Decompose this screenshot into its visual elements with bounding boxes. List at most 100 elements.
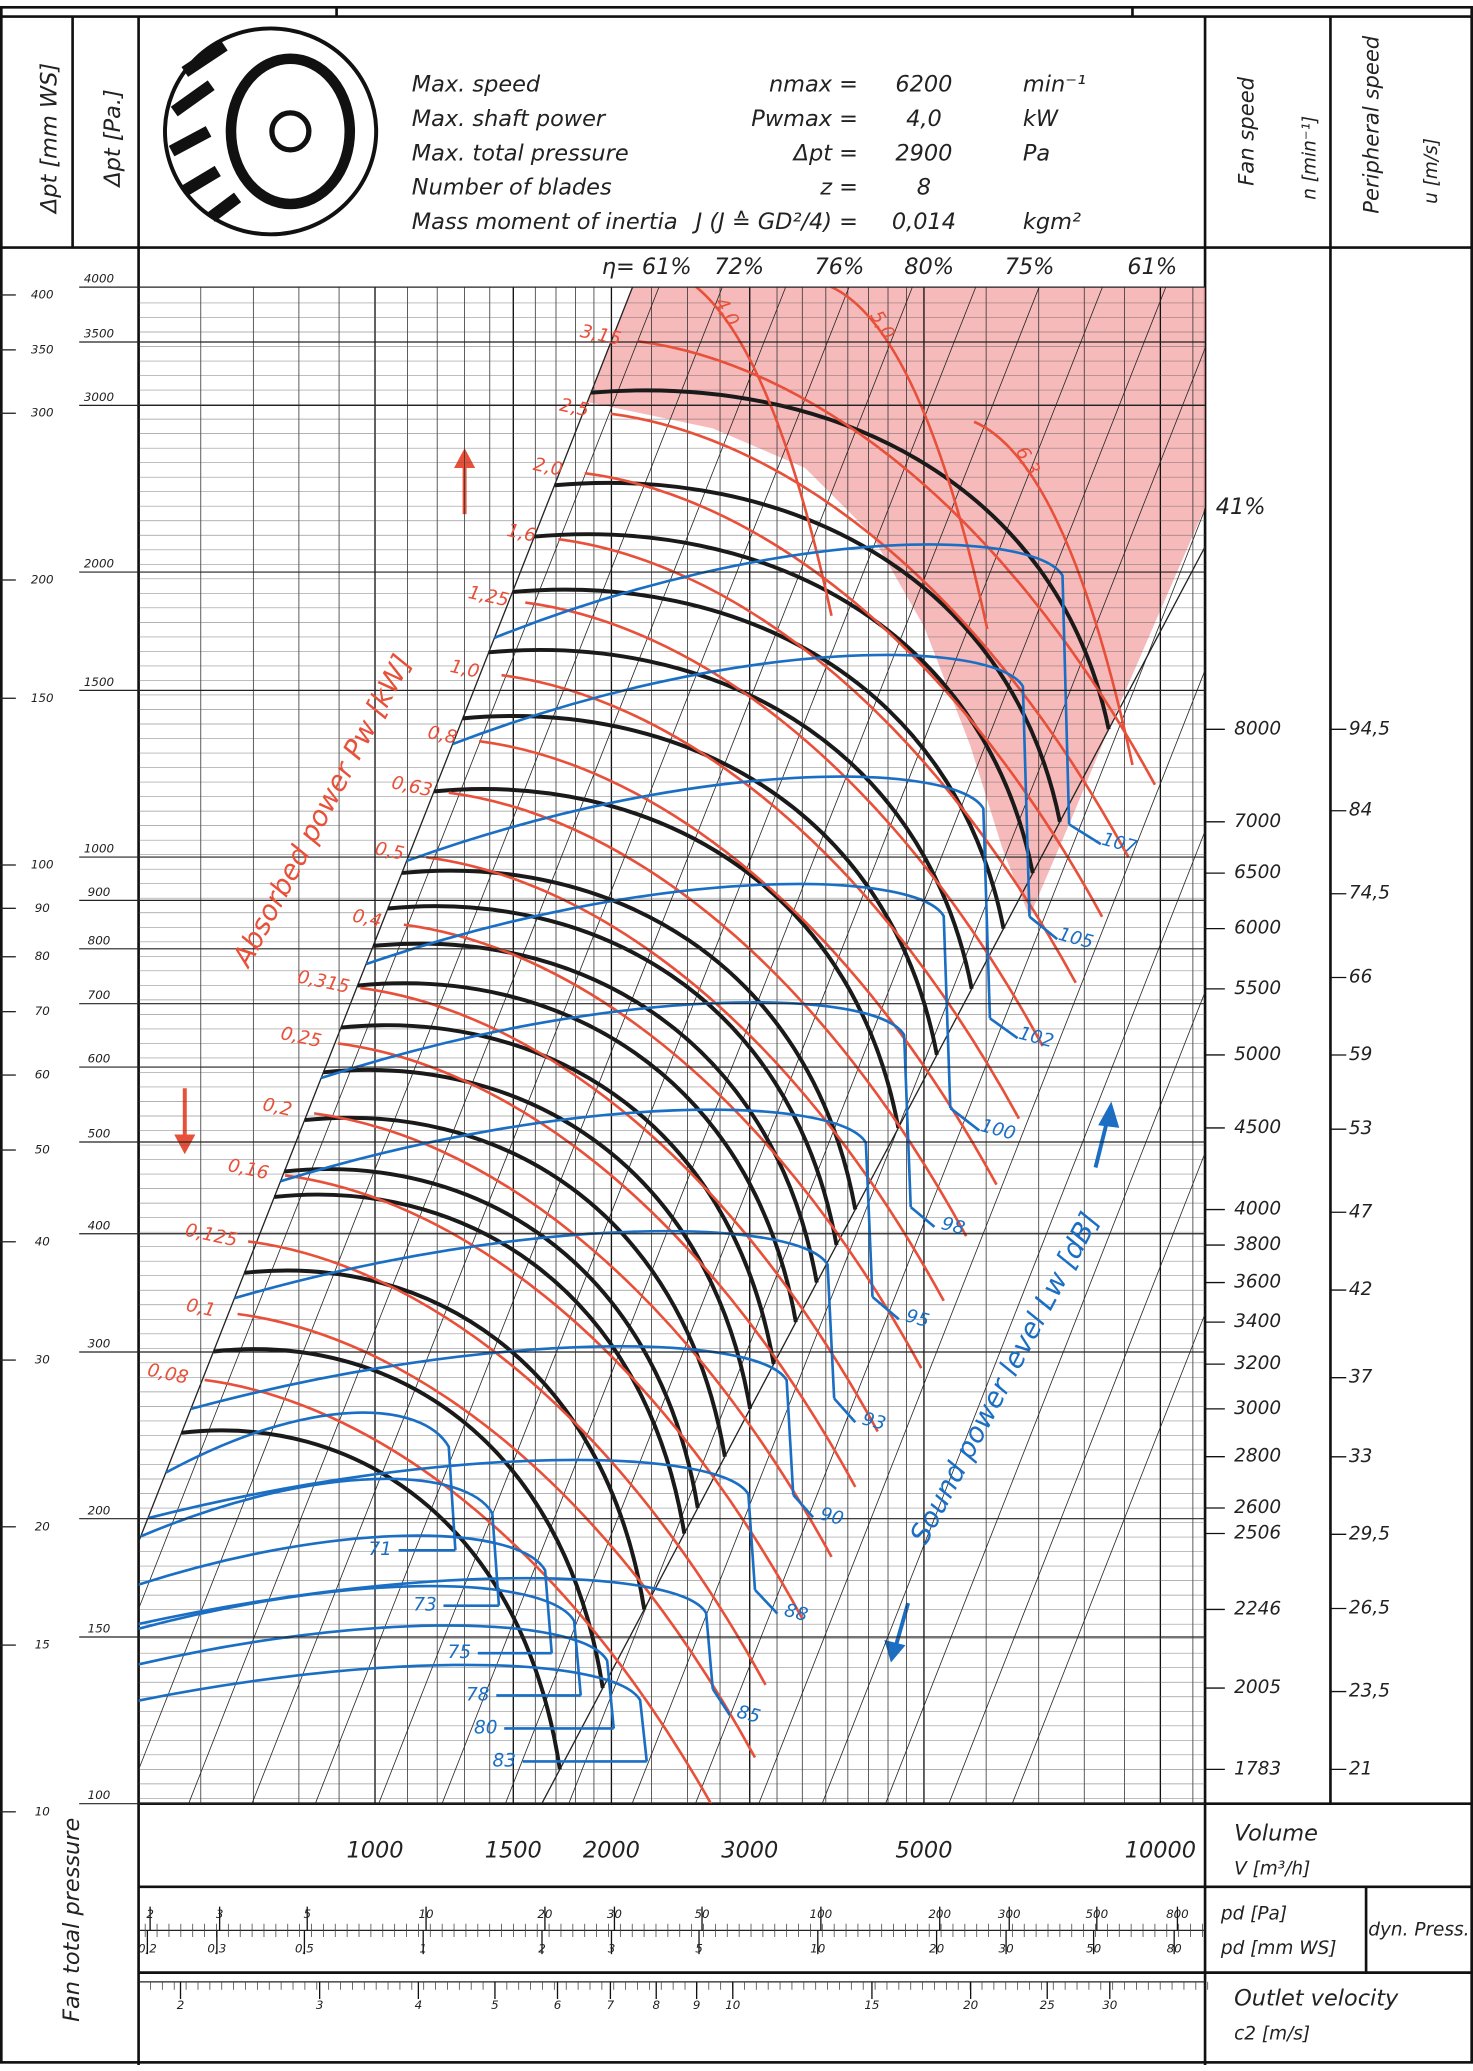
peripheral-label: Peripheral speed xyxy=(1359,35,1384,214)
spec-unit: kgm² xyxy=(1023,209,1081,235)
scale-tick-label: 2 xyxy=(177,1998,185,2012)
peripheral-unit: u [m/s] xyxy=(1421,138,1442,204)
sound-leader xyxy=(949,1107,981,1132)
power-curve xyxy=(284,1174,804,1620)
fan-speed-curve xyxy=(401,868,858,1210)
scale-tick-label: 0,2 xyxy=(138,1941,157,1955)
scale-tick-label: 4 xyxy=(415,1998,423,2012)
y-axis-label: Δpt [Pa.] xyxy=(100,89,126,188)
scale-tick-label: 30 xyxy=(1102,1998,1117,2012)
peripheral-tick-label: 21 xyxy=(1349,1758,1373,1779)
power-curve xyxy=(247,1240,767,1686)
y-tick-label: 800 xyxy=(88,933,111,947)
speed-tick-label: 2246 xyxy=(1234,1598,1281,1619)
efficiency-label: 61% xyxy=(1127,254,1177,280)
y-tick-label: 100 xyxy=(88,1788,111,1802)
peripheral-tick-label: 29,5 xyxy=(1349,1523,1390,1544)
scale-tick-label: 100 xyxy=(810,1907,833,1921)
sound-curve xyxy=(147,1458,757,1590)
power-curve xyxy=(694,287,833,617)
power-curve xyxy=(610,412,1130,858)
pd-mm-label: pd [mm WS] xyxy=(1220,1938,1337,1959)
scale-tick-label: 2 xyxy=(146,1907,154,1921)
x-tick-label: 1000 xyxy=(346,1838,403,1864)
sound-curve xyxy=(493,543,1071,825)
speed-tick-label: 3400 xyxy=(1234,1311,1281,1332)
y-tick-label: 500 xyxy=(88,1127,111,1141)
scale-tick-label: 300 xyxy=(998,1907,1021,1921)
spec-symbol: Δpt = xyxy=(792,140,858,166)
power-curve xyxy=(478,739,998,1186)
power-curve xyxy=(973,420,1134,766)
y-tick-label: 2000 xyxy=(84,557,114,571)
sound-curve xyxy=(234,1229,836,1399)
scale-tick-label: 8 xyxy=(652,1998,660,2012)
peripheral-tick-label: 26,5 xyxy=(1349,1598,1390,1619)
system-line xyxy=(758,669,1206,1804)
spec-symbol: nmax = xyxy=(769,72,858,98)
sound-label: 80 xyxy=(474,1717,498,1738)
system-line xyxy=(885,990,1206,1804)
system-line xyxy=(631,347,1206,1804)
sound-curve xyxy=(320,1001,913,1208)
speed-tick-label: 5500 xyxy=(1234,978,1281,999)
x-tick-label: 1500 xyxy=(485,1838,542,1864)
y-tick-label: 600 xyxy=(88,1052,111,1066)
fan-speed-curve xyxy=(512,587,1006,929)
y-tick-label: 3500 xyxy=(84,327,114,341)
scale-tick-label: 80 xyxy=(1167,1941,1182,1955)
system-line xyxy=(441,287,1040,1804)
spec-value: 2900 xyxy=(895,140,952,166)
peripheral-tick-label: 84 xyxy=(1349,800,1373,821)
y-title: Fan total pressure xyxy=(59,1818,85,2022)
system-line xyxy=(504,287,1103,1804)
sound-leader xyxy=(711,1688,732,1716)
sound-label: 78 xyxy=(466,1684,490,1705)
right-boundary xyxy=(541,545,1206,1804)
y2-tick-label: 40 xyxy=(35,1234,50,1248)
scale-tick-label: 30 xyxy=(607,1907,622,1921)
sound-curve xyxy=(138,1624,616,1729)
scale-tick-label: 200 xyxy=(928,1907,951,1921)
sound-curve xyxy=(138,1576,715,1689)
fan-speed-curve xyxy=(488,648,974,990)
peripheral-tick-label: 94,5 xyxy=(1349,718,1390,739)
spec-value: 8 xyxy=(917,175,931,201)
sound-curve xyxy=(138,1584,583,1696)
power-curve xyxy=(426,856,945,1302)
spec-value: 4,0 xyxy=(906,106,942,132)
fan-speed-curve xyxy=(372,941,819,1283)
spec-unit: kW xyxy=(1023,106,1059,132)
scale-tick-label: 20 xyxy=(963,1998,978,2012)
scale-tick-label: 10 xyxy=(419,1907,434,1921)
speed-tick-label: 2800 xyxy=(1234,1446,1281,1467)
efficiency-label: 76% xyxy=(815,254,865,280)
left-boundary xyxy=(138,287,634,1544)
speed-label: Fan speed xyxy=(1233,76,1258,186)
pd-title: dyn. Press. xyxy=(1368,1919,1469,1940)
y2-tick-label: 350 xyxy=(31,342,54,356)
sound-curve xyxy=(280,1108,874,1297)
peripheral-tick-label: 42 xyxy=(1349,1279,1373,1300)
power-curve xyxy=(204,1378,713,1804)
y2-tick-label: 15 xyxy=(35,1638,50,1652)
power-curve xyxy=(237,1312,757,1759)
spec-symbol: z = xyxy=(819,175,858,201)
velocity-unit: c2 [m/s] xyxy=(1234,2024,1310,2045)
sound-leader xyxy=(1068,823,1102,846)
scale-tick-label: 50 xyxy=(694,1907,709,1921)
power-curve xyxy=(828,287,989,630)
scale-tick-label: 3 xyxy=(608,1941,616,1955)
x-axis-label: Volume xyxy=(1234,1821,1318,1847)
scale-tick-label: 0,3 xyxy=(207,1941,226,1955)
y2-tick-label: 100 xyxy=(31,858,54,872)
sound-curve xyxy=(138,1534,554,1654)
fan-speed-curve xyxy=(274,1192,687,1534)
speed-unit: n [min⁻¹] xyxy=(1300,116,1321,200)
power-curve xyxy=(403,923,923,1369)
spec-symbol: Pwmax = xyxy=(751,106,858,132)
scale-tick-label: 500 xyxy=(1086,1907,1109,1921)
x-tick-label: 5000 xyxy=(895,1838,952,1864)
spec-unit: min⁻¹ xyxy=(1023,72,1086,98)
